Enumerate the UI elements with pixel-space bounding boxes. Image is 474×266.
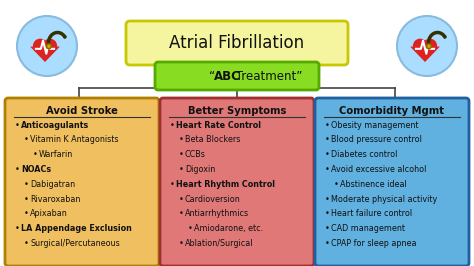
- Text: •: •: [24, 239, 29, 248]
- FancyBboxPatch shape: [155, 62, 319, 90]
- Text: Moderate physical activity: Moderate physical activity: [331, 194, 437, 203]
- Text: •: •: [325, 194, 330, 203]
- Text: •: •: [179, 135, 184, 144]
- Text: •: •: [24, 194, 29, 203]
- Text: Obesity management: Obesity management: [331, 120, 419, 130]
- Text: Diabetes control: Diabetes control: [331, 150, 397, 159]
- Text: •: •: [325, 224, 330, 233]
- Circle shape: [413, 39, 428, 53]
- Text: Heart failure control: Heart failure control: [331, 209, 412, 218]
- Text: CCBs: CCBs: [185, 150, 206, 159]
- Text: Anticoagulants: Anticoagulants: [21, 120, 89, 130]
- Text: •: •: [170, 180, 175, 189]
- Polygon shape: [410, 47, 440, 62]
- Text: •: •: [24, 209, 29, 218]
- Text: Warfarin: Warfarin: [39, 150, 73, 159]
- Text: Abstinence ideal: Abstinence ideal: [340, 180, 407, 189]
- Polygon shape: [30, 47, 60, 62]
- FancyBboxPatch shape: [315, 98, 469, 266]
- Circle shape: [17, 16, 77, 76]
- Text: •: •: [325, 120, 330, 130]
- Circle shape: [63, 35, 66, 39]
- Text: NOACs: NOACs: [21, 165, 51, 174]
- FancyBboxPatch shape: [126, 21, 348, 65]
- Text: •: •: [325, 135, 330, 144]
- Text: Vitamin K Antagonists: Vitamin K Antagonists: [30, 135, 118, 144]
- Circle shape: [427, 44, 431, 49]
- Text: •: •: [179, 194, 184, 203]
- Text: Atrial Fibrillation: Atrial Fibrillation: [169, 34, 305, 52]
- Circle shape: [46, 44, 51, 49]
- Circle shape: [43, 39, 57, 53]
- Text: •: •: [179, 239, 184, 248]
- Text: •: •: [325, 239, 330, 248]
- Text: Surgical/Percutaneous: Surgical/Percutaneous: [30, 239, 120, 248]
- Text: •: •: [24, 180, 29, 189]
- FancyBboxPatch shape: [5, 98, 159, 266]
- Text: •: •: [325, 165, 330, 174]
- Text: Rivaroxaban: Rivaroxaban: [30, 194, 81, 203]
- Text: Avoid excessive alcohol: Avoid excessive alcohol: [331, 165, 427, 174]
- Text: •: •: [170, 120, 175, 130]
- Text: Cardioversion: Cardioversion: [185, 194, 241, 203]
- Circle shape: [397, 16, 457, 76]
- Text: •: •: [15, 165, 20, 174]
- Text: Apixaban: Apixaban: [30, 209, 68, 218]
- Text: •: •: [188, 224, 193, 233]
- FancyBboxPatch shape: [160, 98, 314, 266]
- Text: •: •: [15, 120, 20, 130]
- Text: Ablation/Surgical: Ablation/Surgical: [185, 239, 254, 248]
- Text: •: •: [179, 165, 184, 174]
- Text: •: •: [179, 150, 184, 159]
- Text: ABC: ABC: [214, 69, 241, 82]
- Text: Heart Rhythm Control: Heart Rhythm Control: [176, 180, 275, 189]
- Text: •: •: [15, 224, 20, 233]
- Text: Comorbidity Mgmt: Comorbidity Mgmt: [339, 106, 445, 116]
- Text: CPAP for sleep apnea: CPAP for sleep apnea: [331, 239, 417, 248]
- Text: •: •: [24, 135, 29, 144]
- Text: •: •: [179, 209, 184, 218]
- Text: Dabigatran: Dabigatran: [30, 180, 75, 189]
- Text: Digoxin: Digoxin: [185, 165, 215, 174]
- Text: •: •: [33, 150, 38, 159]
- Text: CAD management: CAD management: [331, 224, 405, 233]
- Circle shape: [443, 35, 447, 39]
- Text: Amiodarone, etc.: Amiodarone, etc.: [194, 224, 263, 233]
- Text: Antiarrhythmics: Antiarrhythmics: [185, 209, 249, 218]
- Text: Treatment”: Treatment”: [232, 69, 302, 82]
- Text: Beta Blockers: Beta Blockers: [185, 135, 240, 144]
- Text: LA Appendage Exclusion: LA Appendage Exclusion: [21, 224, 132, 233]
- Text: Avoid Stroke: Avoid Stroke: [46, 106, 118, 116]
- Text: “: “: [209, 69, 215, 82]
- Circle shape: [33, 39, 47, 53]
- Text: •: •: [334, 180, 339, 189]
- Text: •: •: [325, 150, 330, 159]
- Text: Better Symptoms: Better Symptoms: [188, 106, 286, 116]
- Text: •: •: [325, 209, 330, 218]
- Text: Heart Rate Control: Heart Rate Control: [176, 120, 261, 130]
- Circle shape: [423, 39, 437, 53]
- Text: Blood pressure control: Blood pressure control: [331, 135, 422, 144]
